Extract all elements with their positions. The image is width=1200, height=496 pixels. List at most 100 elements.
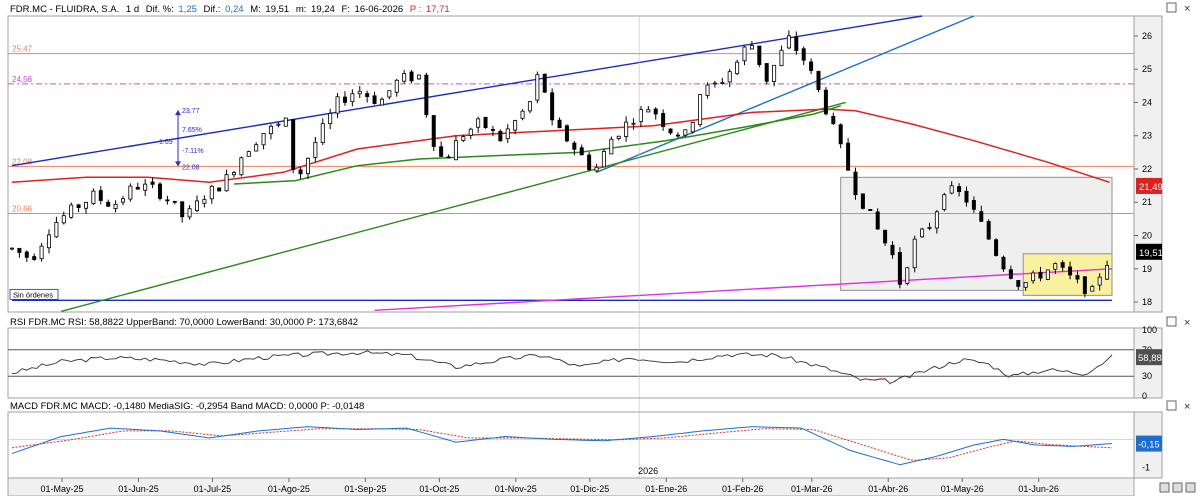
price-tick-label: 21 bbox=[1142, 197, 1152, 207]
candle-body bbox=[1045, 269, 1050, 280]
diff-label: Dif.: bbox=[204, 4, 221, 15]
candle-body bbox=[786, 35, 791, 49]
macd-signal-line bbox=[11, 428, 1113, 461]
x-tick-label: 01-Abr-26 bbox=[868, 484, 908, 494]
x-tick-label: 01-May-26 bbox=[941, 484, 984, 494]
candle-body bbox=[587, 154, 592, 171]
candle-body bbox=[920, 228, 925, 238]
rsi-oversold-point bbox=[864, 377, 867, 380]
candle-body bbox=[283, 117, 288, 127]
grid-icon[interactable] bbox=[1172, 482, 1183, 493]
candle-body bbox=[69, 204, 74, 218]
price-tick-label: 20 bbox=[1142, 231, 1152, 241]
rsi-maximize-icon[interactable] bbox=[1166, 316, 1177, 327]
candle-body bbox=[461, 136, 466, 141]
candle-body bbox=[46, 234, 51, 249]
rsi-oversold-point bbox=[1007, 375, 1010, 378]
x-tick-label: 01-Oct-25 bbox=[419, 484, 459, 494]
measure-pct-down: -7.11% bbox=[182, 148, 204, 155]
candle-body bbox=[772, 64, 777, 82]
candle-body bbox=[483, 116, 488, 129]
candle-body bbox=[720, 82, 725, 84]
candle-body bbox=[653, 108, 658, 115]
rsi-oversold-point bbox=[874, 379, 877, 381]
candle-body bbox=[1097, 276, 1102, 286]
candle-body bbox=[816, 70, 821, 90]
candle-body bbox=[838, 124, 843, 145]
candle-body bbox=[520, 110, 525, 119]
candle-body bbox=[1068, 266, 1073, 276]
candle-body bbox=[350, 93, 355, 103]
ma-value-badge bbox=[1136, 177, 1162, 194]
measure-pct-up: 7.65% bbox=[182, 127, 202, 134]
rsi-oversold-point bbox=[879, 378, 882, 380]
p-value: 17,71 bbox=[426, 4, 450, 15]
settings-icon[interactable] bbox=[1185, 482, 1196, 493]
high-value: 19,51 bbox=[265, 4, 289, 15]
candle-body bbox=[39, 245, 44, 260]
candle-body bbox=[801, 48, 806, 61]
candle-body bbox=[335, 96, 340, 114]
candle-body bbox=[424, 74, 429, 116]
macd-line bbox=[11, 426, 1113, 466]
candle-body bbox=[268, 125, 273, 135]
candle-body bbox=[661, 113, 666, 127]
candle-body bbox=[54, 222, 59, 238]
rsi-oversold-point bbox=[889, 382, 891, 385]
candle-body bbox=[579, 147, 584, 156]
candle-body bbox=[638, 109, 643, 122]
rsi-oversold-point bbox=[854, 376, 857, 378]
candle-body bbox=[17, 247, 22, 253]
candle-body bbox=[1105, 265, 1110, 280]
candle-body bbox=[194, 200, 199, 211]
candle-body bbox=[860, 193, 865, 209]
candle-body bbox=[187, 208, 192, 218]
lock-icon[interactable] bbox=[1159, 482, 1170, 493]
candle-body bbox=[764, 63, 769, 82]
candle-body bbox=[83, 201, 88, 209]
candle-body bbox=[261, 132, 266, 146]
candle-body bbox=[113, 203, 118, 209]
candle-body bbox=[91, 190, 96, 205]
maximize-icon[interactable] bbox=[1166, 2, 1177, 13]
symbol-label: FDR.MC - FLUIDRA, S.A. bbox=[10, 4, 119, 15]
highlight-box-1 bbox=[1022, 253, 1113, 296]
candle-body bbox=[823, 89, 828, 115]
candle-body bbox=[853, 171, 858, 196]
measure-bottom: 22.08 bbox=[182, 164, 200, 171]
rsi-series: 0307010058,88 bbox=[8, 325, 1162, 401]
candle-body bbox=[994, 239, 999, 256]
candle-body bbox=[883, 229, 888, 244]
candle-body bbox=[254, 144, 259, 152]
candle-body bbox=[1090, 286, 1095, 292]
macd-value-badge bbox=[1136, 435, 1162, 452]
candle-body bbox=[431, 115, 436, 147]
x-tick-label: 01-Sep-25 bbox=[344, 484, 386, 494]
x-tick-label: 01-Dic-25 bbox=[570, 484, 609, 494]
macd-maximize-icon[interactable] bbox=[1166, 400, 1177, 411]
candle-body bbox=[809, 61, 814, 71]
candle-body bbox=[365, 93, 370, 98]
x-tick-label: 01-Jun-25 bbox=[118, 484, 159, 494]
candle-body bbox=[120, 198, 125, 203]
candle-body bbox=[957, 186, 962, 192]
candle-body bbox=[498, 130, 503, 142]
close-icon[interactable]: × bbox=[1184, 3, 1190, 15]
year-label: 2026 bbox=[638, 466, 658, 476]
trend-line-3 bbox=[61, 101, 846, 313]
x-tick-label: 01-Nov-25 bbox=[495, 484, 537, 494]
rsi-close-icon[interactable]: × bbox=[1184, 317, 1190, 329]
candle-body bbox=[1001, 256, 1006, 270]
candle-body bbox=[698, 94, 703, 125]
candle-body bbox=[446, 156, 451, 159]
candle-body bbox=[1060, 262, 1065, 268]
candle-body bbox=[209, 185, 214, 200]
candle-body bbox=[527, 101, 532, 112]
candle-body bbox=[239, 157, 244, 176]
macd-close-icon[interactable]: × bbox=[1184, 401, 1190, 413]
candle-body bbox=[868, 209, 873, 211]
candle-body bbox=[668, 128, 673, 134]
rsi-tick-label: 30 bbox=[1142, 371, 1152, 381]
